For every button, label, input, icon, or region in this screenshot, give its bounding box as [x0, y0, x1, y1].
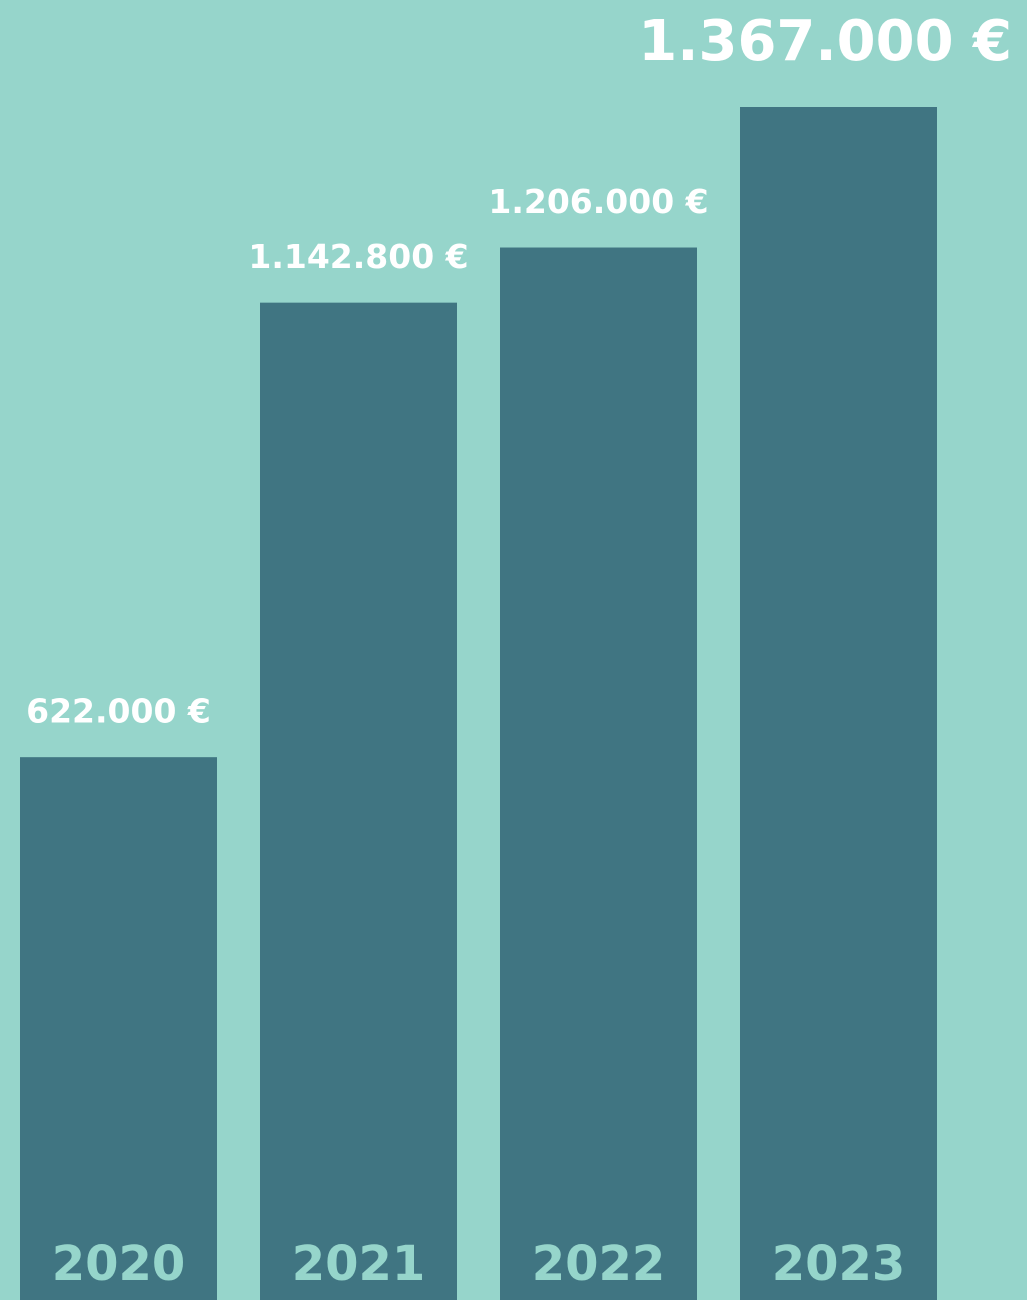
bar [20, 757, 217, 1300]
bar [500, 247, 697, 1300]
bar [260, 302, 457, 1300]
x-tick-label: 2021 [292, 1236, 426, 1292]
value-label: 622.000 € [26, 692, 211, 731]
value-label: 1.206.000 € [488, 182, 708, 221]
value-label: 1.142.800 € [248, 237, 468, 276]
x-tick-label: 2023 [772, 1236, 906, 1292]
x-tick-label: 2022 [532, 1236, 666, 1292]
x-tick-label: 2020 [52, 1236, 186, 1292]
bar [740, 107, 937, 1300]
value-label: 1.367.000 € [638, 9, 1012, 74]
